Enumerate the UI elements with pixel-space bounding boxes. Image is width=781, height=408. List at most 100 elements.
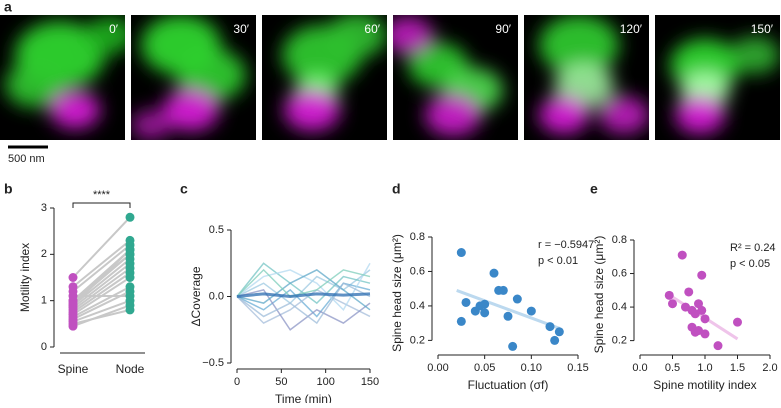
series-line <box>236 288 371 325</box>
point <box>668 299 677 309</box>
pair-line <box>72 304 131 328</box>
y-tick-label: 2 <box>41 248 47 260</box>
annotation: R² = 0.24 <box>730 242 776 254</box>
series-line <box>236 282 371 325</box>
image-blobs <box>5 16 125 129</box>
annotation: p < 0.05 <box>730 258 770 270</box>
image-content <box>131 15 246 140</box>
point <box>456 248 466 258</box>
pair-line <box>72 308 131 325</box>
image-frame: 30′ <box>131 15 256 140</box>
panel-label: e <box>590 181 598 197</box>
image-blobs <box>539 15 649 134</box>
image-blobs <box>131 15 246 140</box>
pair-line <box>72 216 131 279</box>
y-tick-label: 0.4 <box>410 300 425 312</box>
blob <box>393 16 433 54</box>
y-tick-label: 1 <box>41 295 47 307</box>
point <box>700 329 710 339</box>
y-tick-label: 3 <box>41 202 47 214</box>
y-axis-label: ΔCoverage <box>189 266 203 326</box>
point <box>498 285 508 295</box>
x-tick-label: 100 <box>316 376 334 388</box>
x-tick-label: 2.0 <box>762 362 777 374</box>
y-tick-label: 0.4 <box>612 301 627 313</box>
blob <box>539 96 589 134</box>
fit-line <box>456 289 560 330</box>
image-frame: 90′ <box>393 15 518 140</box>
point <box>480 299 490 309</box>
pair-line <box>72 267 131 311</box>
pair-line <box>72 299 131 323</box>
y-tick-label: 0.8 <box>612 234 627 246</box>
blob <box>131 110 171 140</box>
frame-label: 0′ <box>109 22 119 36</box>
point <box>512 294 522 304</box>
y-tick-label: 0.2 <box>612 335 627 347</box>
y-tick-label: 0 <box>41 341 47 353</box>
point <box>550 335 560 345</box>
point <box>554 327 564 337</box>
panel-label: a <box>4 0 12 15</box>
point <box>480 308 490 318</box>
series-line <box>236 268 371 298</box>
pair-line <box>72 262 131 309</box>
annotation: p < 0.01 <box>538 255 578 267</box>
annotation: r = −0.5947 <box>538 239 594 251</box>
blob <box>675 96 725 134</box>
blob <box>730 36 780 74</box>
dot <box>68 300 78 310</box>
image-blobs <box>282 15 387 131</box>
point <box>697 270 707 280</box>
pair-line <box>72 272 131 314</box>
blob <box>85 16 125 54</box>
point <box>700 314 710 324</box>
image-content <box>539 15 649 134</box>
x-axis-label: Time (min) <box>275 392 332 403</box>
image-content <box>282 15 387 131</box>
pair-line <box>72 248 131 307</box>
blob <box>425 94 481 136</box>
blob <box>176 48 246 102</box>
significance-bracket <box>72 202 131 208</box>
image-content <box>5 16 125 129</box>
x-tick-label: Node <box>116 362 145 376</box>
point <box>526 306 536 316</box>
y-tick-label: 0.6 <box>410 265 425 277</box>
dot <box>125 300 135 310</box>
point <box>677 250 687 260</box>
x-tick-label: 150 <box>361 376 379 388</box>
significance: **** <box>93 189 111 201</box>
x-tick-label: 0.0 <box>632 362 647 374</box>
point <box>664 290 674 300</box>
dot <box>125 273 135 282</box>
series-line <box>236 292 371 299</box>
blob <box>327 15 387 58</box>
y-axis-label: Spine head size (μm²) <box>592 236 606 354</box>
blob <box>554 62 614 108</box>
x-tick-label: 0.05 <box>474 362 495 374</box>
y-tick-label: 0.8 <box>410 231 425 243</box>
y-tick-label: 0.2 <box>410 334 425 346</box>
point <box>545 322 555 332</box>
blob <box>163 89 219 131</box>
dot <box>68 321 78 331</box>
dot <box>68 291 78 301</box>
series-line <box>236 288 371 331</box>
x-tick-label: 1.0 <box>697 362 712 374</box>
x-tick-label: 0 <box>234 376 240 388</box>
blob <box>5 62 65 108</box>
dot <box>125 245 135 255</box>
point <box>456 316 466 326</box>
panel-label: b <box>4 181 13 197</box>
point <box>684 287 694 297</box>
series-line <box>236 269 371 311</box>
x-tick-label: 0.10 <box>521 362 542 374</box>
point <box>733 317 742 327</box>
image-frame: 120′ <box>524 15 649 140</box>
frame-label: 60′ <box>364 22 380 36</box>
panel-label: d <box>392 181 401 197</box>
pair-line <box>72 244 131 293</box>
point <box>697 305 707 315</box>
